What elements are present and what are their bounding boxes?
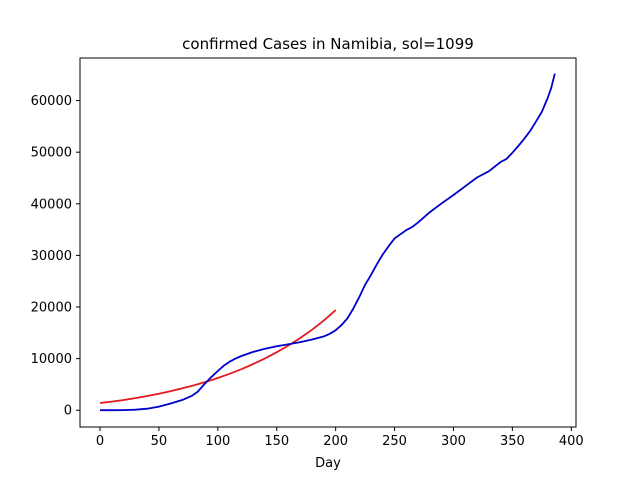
x-tick-label: 200: [323, 434, 348, 449]
y-tick-label: 20000: [31, 301, 72, 316]
chart-title: confirmed Cases in Namibia, sol=1099: [182, 35, 474, 53]
y-tick-label: 50000: [31, 146, 72, 161]
y-tick-label: 40000: [31, 197, 72, 212]
x-tick-label: 0: [96, 434, 104, 449]
x-tick-label: 50: [151, 434, 168, 449]
x-tick-label: 250: [382, 434, 407, 449]
x-tick-label: 350: [500, 434, 525, 449]
x-axis-label: Day: [315, 456, 341, 471]
y-tick-label: 60000: [31, 94, 72, 109]
x-tick-label: 300: [441, 434, 466, 449]
x-tick-label: 150: [264, 434, 289, 449]
x-axis: 0 50 100 150 200 250 300 350 400: [96, 427, 584, 449]
plot-area-frame: [79, 57, 577, 428]
x-tick-label: 100: [205, 434, 230, 449]
x-tick-label: 400: [559, 434, 584, 449]
series-layer: [99, 73, 556, 412]
y-tick-label: 30000: [31, 249, 72, 264]
y-tick-label: 10000: [31, 352, 72, 367]
y-tick-label: 0: [64, 404, 72, 419]
y-axis: 0 10000 20000 30000 40000 50000 60000: [31, 94, 80, 419]
series-line-2: [100, 73, 556, 412]
series-line-1: [99, 309, 337, 404]
